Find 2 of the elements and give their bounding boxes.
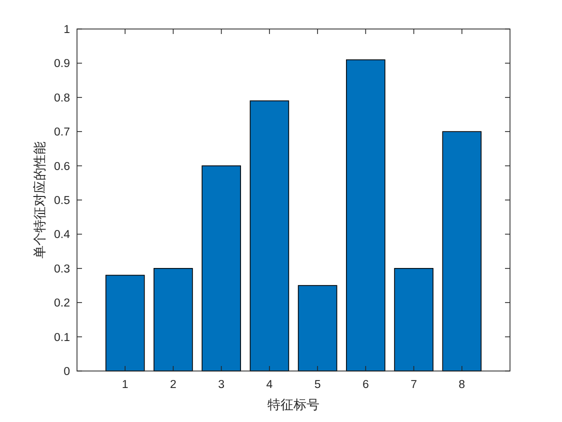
xlabel: 特征标号 bbox=[268, 397, 320, 412]
ylabel: 单个特征对应的性能 bbox=[32, 142, 47, 258]
